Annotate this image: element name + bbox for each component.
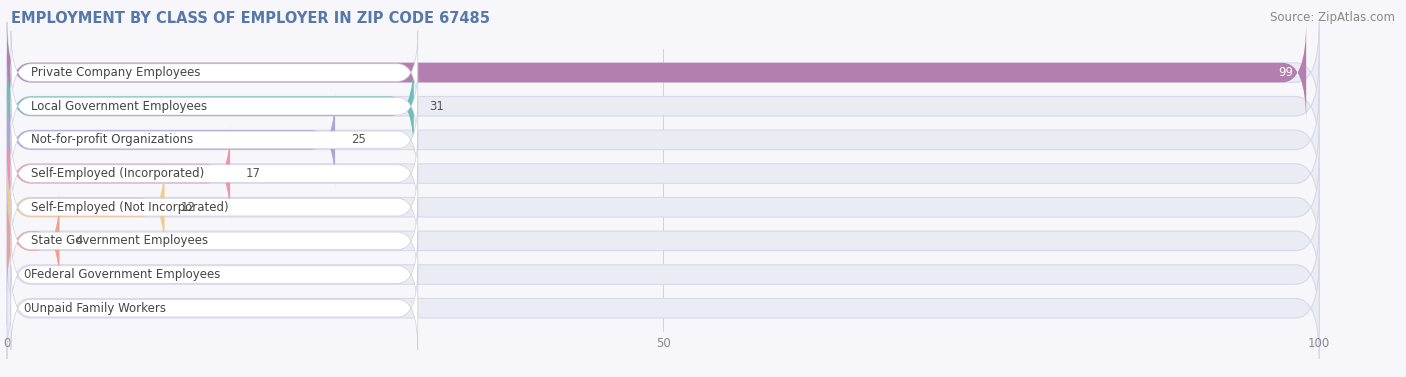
Text: 31: 31 <box>430 100 444 113</box>
Text: 25: 25 <box>352 133 366 146</box>
Text: 0: 0 <box>22 268 30 281</box>
Text: 4: 4 <box>76 234 83 247</box>
FancyBboxPatch shape <box>11 233 418 316</box>
Text: Self-Employed (Incorporated): Self-Employed (Incorporated) <box>31 167 204 180</box>
FancyBboxPatch shape <box>7 156 1319 258</box>
FancyBboxPatch shape <box>11 31 418 114</box>
FancyBboxPatch shape <box>11 98 418 182</box>
Text: 12: 12 <box>180 201 195 214</box>
FancyBboxPatch shape <box>11 166 418 249</box>
FancyBboxPatch shape <box>7 123 231 224</box>
Text: Federal Government Employees: Federal Government Employees <box>31 268 219 281</box>
FancyBboxPatch shape <box>7 190 59 292</box>
Text: Unpaid Family Workers: Unpaid Family Workers <box>31 302 166 315</box>
FancyBboxPatch shape <box>7 224 1319 325</box>
Text: Not-for-profit Organizations: Not-for-profit Organizations <box>31 133 193 146</box>
FancyBboxPatch shape <box>7 123 1319 224</box>
FancyBboxPatch shape <box>7 55 413 157</box>
Text: 99: 99 <box>1278 66 1294 79</box>
Text: Source: ZipAtlas.com: Source: ZipAtlas.com <box>1270 11 1395 24</box>
FancyBboxPatch shape <box>7 190 1319 292</box>
Text: 17: 17 <box>246 167 262 180</box>
FancyBboxPatch shape <box>11 199 418 283</box>
Text: Private Company Employees: Private Company Employees <box>31 66 200 79</box>
Text: Local Government Employees: Local Government Employees <box>31 100 207 113</box>
FancyBboxPatch shape <box>11 267 418 350</box>
Text: Self-Employed (Not Incorporated): Self-Employed (Not Incorporated) <box>31 201 228 214</box>
FancyBboxPatch shape <box>7 156 165 258</box>
Text: State Government Employees: State Government Employees <box>31 234 208 247</box>
FancyBboxPatch shape <box>7 55 1319 157</box>
FancyBboxPatch shape <box>7 89 1319 191</box>
FancyBboxPatch shape <box>7 257 1319 359</box>
FancyBboxPatch shape <box>7 89 335 191</box>
FancyBboxPatch shape <box>7 22 1306 123</box>
Text: EMPLOYMENT BY CLASS OF EMPLOYER IN ZIP CODE 67485: EMPLOYMENT BY CLASS OF EMPLOYER IN ZIP C… <box>11 11 491 26</box>
FancyBboxPatch shape <box>11 132 418 215</box>
FancyBboxPatch shape <box>7 22 1319 123</box>
Text: 0: 0 <box>22 302 30 315</box>
FancyBboxPatch shape <box>11 64 418 148</box>
